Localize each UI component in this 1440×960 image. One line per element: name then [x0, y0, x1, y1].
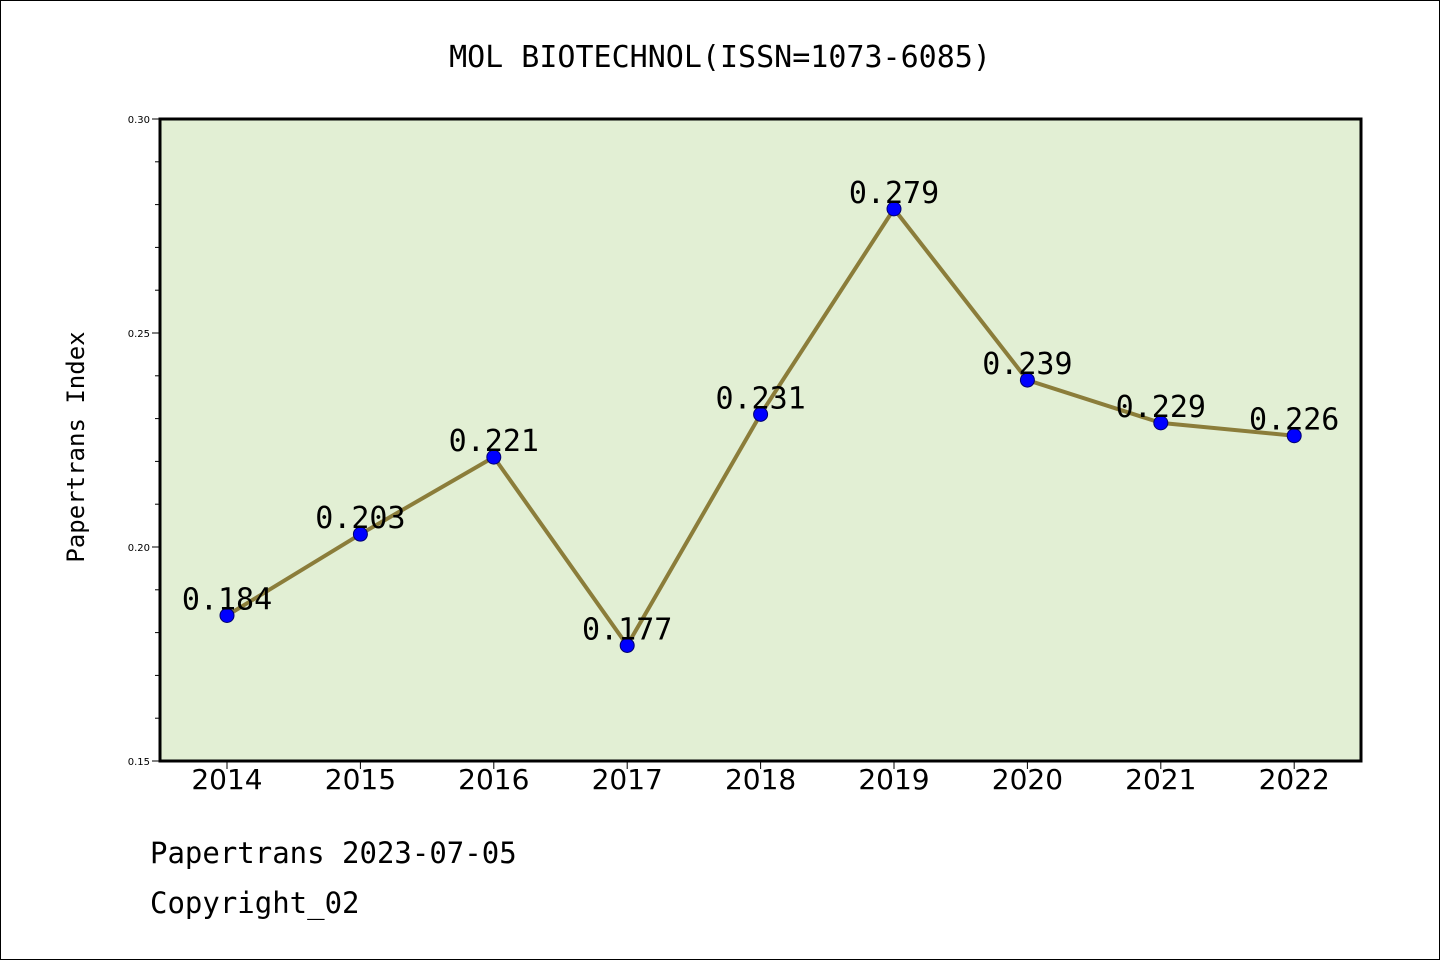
x-axis: 2014 2015 2016 2017 2018 2019 2020 2021 2022	[191, 761, 1330, 796]
data-label: 0.229	[1116, 390, 1206, 425]
y-tick-label: 0.15	[128, 757, 150, 768]
x-tick-label: 2019	[858, 763, 929, 796]
data-markers	[219, 201, 1302, 653]
data-label: 0.203	[315, 501, 405, 536]
x-tick-label: 2014	[191, 763, 262, 796]
data-point	[219, 607, 235, 623]
x-tick-label: 2018	[725, 763, 796, 796]
chart-title: MOL BIOTECHNOL(ISSN=1073-6085)	[449, 40, 991, 75]
data-label: 0.184	[182, 582, 272, 617]
data-label: 0.279	[849, 176, 939, 211]
data-labels: 0.184 0.203 0.221 0.177 0.231 0.279 0.239 0.229…	[182, 176, 1340, 648]
data-point	[1153, 415, 1169, 431]
data-point	[1286, 428, 1302, 444]
data-label: 0.226	[1249, 403, 1339, 438]
data-label: 0.239	[982, 347, 1072, 382]
x-tick-label: 2016	[458, 763, 529, 796]
data-label: 0.231	[715, 381, 805, 416]
footer-copyright: Copyright_02	[150, 886, 360, 920]
data-point	[886, 201, 902, 217]
data-point	[352, 526, 368, 542]
x-tick-label: 2022	[1259, 763, 1330, 796]
plot-border	[158, 117, 1363, 763]
y-axis: 0.15 0.20 0.25 0.30	[128, 115, 160, 768]
y-tick-label: 0.30	[128, 115, 150, 126]
data-label: 0.221	[449, 424, 539, 459]
y-axis-label: Papertrans Index	[62, 331, 90, 562]
data-label: 0.177	[582, 612, 672, 647]
x-tick-label: 2015	[325, 763, 396, 796]
x-tick-label: 2021	[1125, 763, 1196, 796]
y-tick-label: 0.20	[128, 543, 150, 554]
x-tick-label: 2017	[592, 763, 663, 796]
data-point	[619, 637, 635, 653]
footer-date: Papertrans 2023-07-05	[150, 836, 517, 870]
data-point	[486, 449, 502, 465]
y-tick-label: 0.25	[128, 329, 150, 340]
x-tick-label: 2020	[992, 763, 1063, 796]
data-point	[753, 406, 769, 422]
plot-area	[160, 119, 1361, 761]
data-point	[1019, 372, 1035, 388]
